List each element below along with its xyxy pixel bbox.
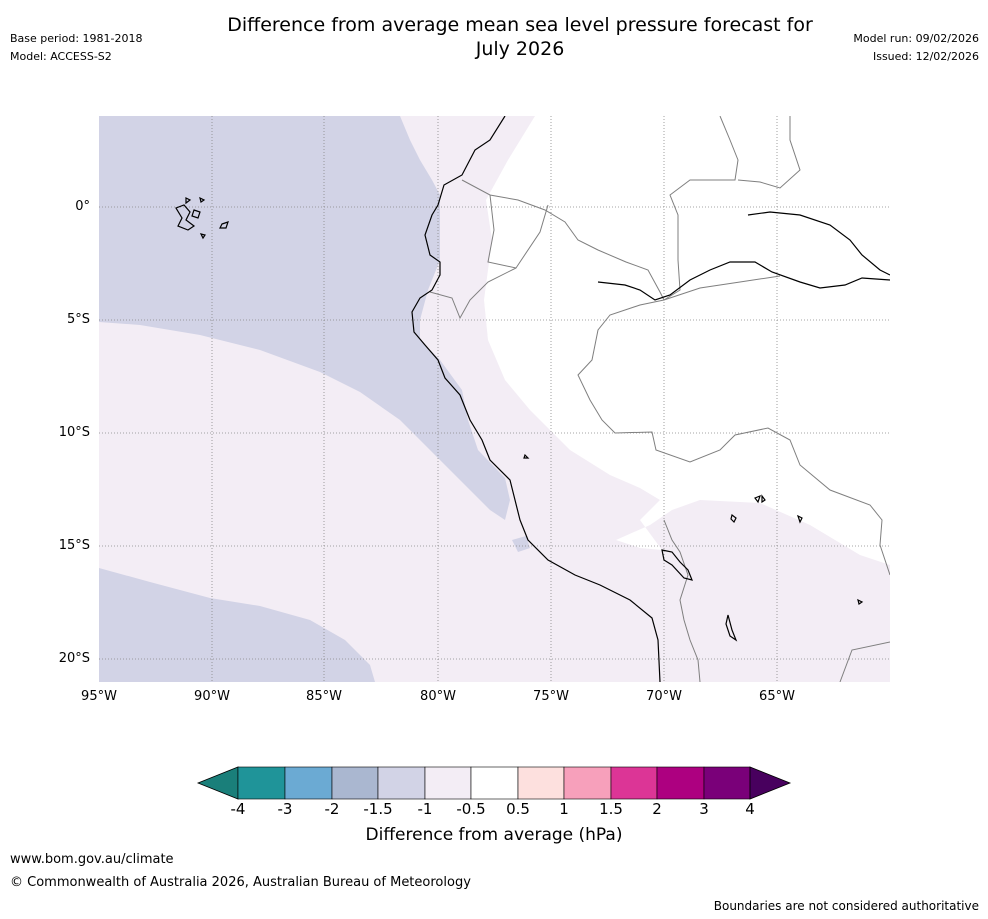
amazon-river-north — [747, 211, 890, 276]
colorbar-tick: 1 — [559, 800, 569, 818]
colorbar-segment-lowest — [196, 766, 239, 800]
colorbar-segment — [377, 766, 426, 800]
title-line-2: July 2026 — [475, 38, 565, 60]
amazon-river — [597, 261, 890, 301]
bom-link[interactable]: www.bom.gov.au/climate — [10, 852, 174, 867]
colorbar-segment — [517, 766, 565, 800]
lat-label-10s: 10°S — [58, 425, 90, 440]
colorbar-segment — [237, 766, 286, 800]
lake-titicaca — [661, 549, 693, 581]
colorbar-tick: 3 — [699, 800, 709, 818]
disclaimer-text: Boundaries are not considered authoritat… — [713, 899, 979, 913]
graticule — [99, 116, 890, 682]
lat-label-5s: 5°S — [66, 312, 90, 327]
page-title: Difference from average mean sea level p… — [150, 13, 890, 61]
colorbar-tick: -2 — [324, 800, 340, 818]
anomaly-band-minus-one — [99, 116, 510, 520]
colorbar-segment — [656, 766, 705, 800]
lat-label-15s: 15°S — [58, 538, 90, 553]
colorbar-tick: 0.5 — [506, 800, 530, 818]
base-period: Base period: 1981-2018 — [10, 32, 143, 45]
copyright-text: © Commonwealth of Australia 2026, Austra… — [10, 875, 471, 890]
lon-label-70w: 70°W — [646, 689, 682, 704]
lon-label-95w: 95°W — [81, 689, 117, 704]
galapagos-islands — [175, 196, 229, 240]
colorbar-segment — [284, 766, 333, 800]
lat-label-0: 0° — [75, 199, 90, 214]
anomaly-band-minus-one-south — [99, 568, 375, 682]
colorbar-segment — [470, 766, 519, 800]
title-line-1: Difference from average mean sea level p… — [227, 14, 813, 36]
country-borders — [429, 116, 890, 682]
lon-label-75w: 75°W — [533, 689, 569, 704]
lon-label-85w: 85°W — [306, 689, 342, 704]
model-name: Model: ACCESS-S2 — [10, 50, 112, 63]
colorbar-tick: -4 — [230, 800, 246, 818]
colorbar-segment — [424, 766, 472, 800]
model-run: Model run: 09/02/2026 — [853, 32, 979, 45]
colorbar-tick: 4 — [745, 800, 755, 818]
colorbar-segment — [703, 766, 751, 800]
lon-label-65w: 65°W — [759, 689, 795, 704]
lon-label-80w: 80°W — [420, 689, 456, 704]
colorbar-tick: -1 — [417, 800, 433, 818]
coastlines — [411, 116, 890, 682]
anomaly-band-near-average — [484, 116, 890, 565]
colorbar-segment — [563, 766, 612, 800]
colorbar-tick: 2 — [652, 800, 662, 818]
salar-outline — [725, 614, 738, 642]
anomaly-patch-small — [512, 536, 530, 552]
colorbar-segment — [610, 766, 658, 800]
colorbar-segment — [331, 766, 379, 800]
colorbar-tick: -0.5 — [456, 800, 486, 818]
lon-label-90w: 90°W — [194, 689, 230, 704]
south-america-pacific-coast — [411, 116, 661, 682]
lat-label-20s: 20°S — [58, 651, 90, 666]
colorbar-tick: -1.5 — [363, 800, 393, 818]
colorbar-tick: 1.5 — [599, 800, 623, 818]
colorbar-tick: -3 — [277, 800, 293, 818]
colorbar-segment-highest — [749, 766, 792, 800]
colorbar-label: Difference from average (hPa) — [365, 825, 623, 845]
issued-date: Issued: 12/02/2026 — [872, 50, 979, 63]
